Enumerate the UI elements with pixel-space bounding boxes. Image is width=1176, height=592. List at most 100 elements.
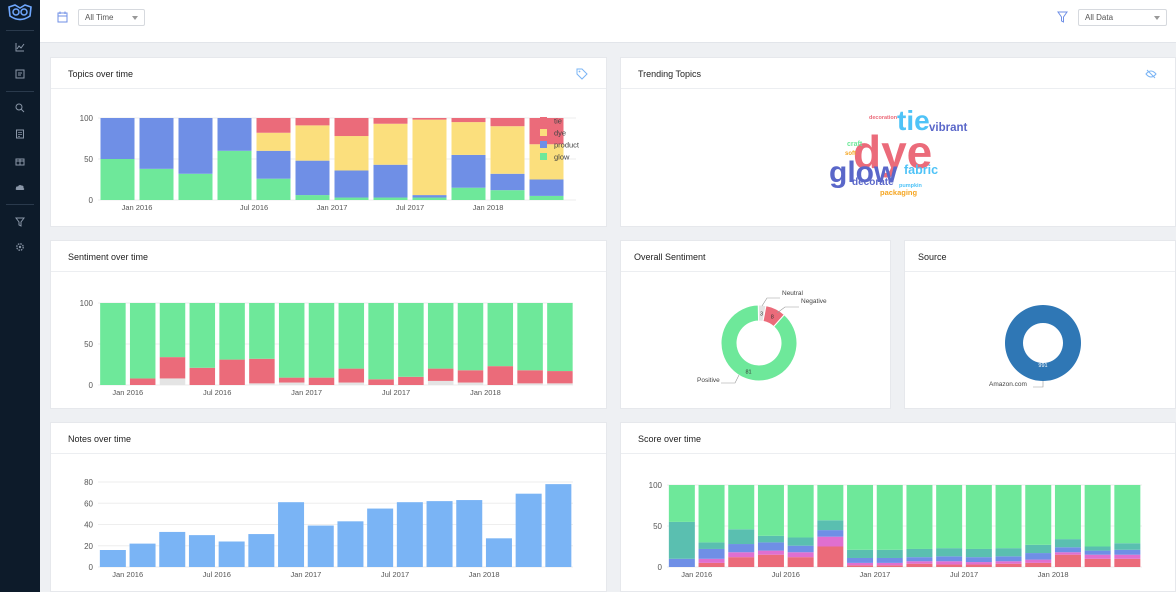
bar-segment bbox=[787, 485, 814, 538]
bar-segment bbox=[256, 118, 291, 133]
bar-segment bbox=[129, 303, 156, 379]
x-tick-label: Jan 2016 bbox=[122, 203, 153, 212]
legend-label: dye bbox=[554, 129, 566, 138]
x-tick-label: Jan 2016 bbox=[112, 570, 143, 579]
bar-segment bbox=[668, 558, 695, 567]
eye-off-icon[interactable] bbox=[1145, 68, 1157, 80]
bar-segment bbox=[698, 542, 725, 549]
notes-icon[interactable] bbox=[0, 124, 40, 144]
y-tick-label: 0 bbox=[658, 563, 663, 572]
card-header: Overall Sentiment bbox=[621, 241, 890, 272]
chart-line-icon[interactable] bbox=[0, 37, 40, 57]
y-tick-label: 0 bbox=[89, 196, 94, 205]
x-tick-label: Jan 2018 bbox=[470, 388, 501, 397]
slice-label: Neutral bbox=[782, 290, 804, 297]
bar-segment bbox=[728, 529, 755, 545]
gift-icon[interactable] bbox=[0, 151, 40, 171]
bar-segment bbox=[487, 366, 514, 385]
owl-logo-icon[interactable] bbox=[6, 4, 34, 22]
bar-segment bbox=[529, 179, 564, 196]
bar-segment bbox=[278, 382, 305, 385]
legend-label: tie bbox=[554, 117, 562, 126]
bar-segment bbox=[965, 485, 992, 549]
word-cloud-word: glow bbox=[829, 156, 898, 189]
bar-segment bbox=[139, 168, 174, 200]
bar-segment bbox=[334, 118, 369, 137]
funnel-icon[interactable] bbox=[0, 212, 40, 232]
bar-segment bbox=[338, 368, 365, 383]
legend-label: product bbox=[554, 141, 580, 150]
bar-segment bbox=[698, 562, 725, 567]
reports-icon[interactable] bbox=[0, 64, 40, 84]
bar-segment bbox=[308, 377, 335, 385]
bar-segment bbox=[995, 563, 1022, 567]
x-tick-label: Jul 2016 bbox=[772, 570, 800, 579]
cloud-icon[interactable] bbox=[0, 178, 40, 198]
bar-segment bbox=[334, 170, 369, 198]
bar-segment bbox=[1114, 485, 1141, 544]
card-header: Notes over time bbox=[51, 423, 606, 454]
bar-segment bbox=[295, 118, 330, 126]
legend-swatch bbox=[540, 153, 547, 160]
bar-segment bbox=[490, 126, 525, 174]
bar-segment bbox=[368, 303, 394, 380]
bar-segment bbox=[490, 190, 525, 200]
bar-segment bbox=[965, 564, 992, 567]
settings-icon[interactable] bbox=[0, 237, 40, 257]
bar bbox=[515, 493, 542, 567]
bar-segment bbox=[308, 303, 335, 378]
card-title: Sentiment over time bbox=[68, 252, 149, 262]
x-tick-label: Jan 2017 bbox=[317, 203, 348, 212]
bar-segment bbox=[278, 303, 305, 378]
bar bbox=[396, 502, 423, 567]
bar-segment bbox=[847, 557, 874, 563]
bar-segment bbox=[178, 173, 213, 200]
bar-segment bbox=[847, 485, 874, 550]
card-header: Trending Topics bbox=[621, 58, 1175, 89]
slice-value-label: 3 bbox=[760, 312, 763, 318]
bar-segment bbox=[517, 370, 543, 384]
bar-segment bbox=[876, 557, 903, 563]
data-filter-select[interactable]: All Data bbox=[1078, 9, 1167, 26]
tag-icon[interactable] bbox=[576, 68, 588, 80]
bar-segment bbox=[490, 173, 525, 191]
bar bbox=[337, 521, 364, 567]
x-tick-label: Jul 2016 bbox=[240, 203, 268, 212]
search-icon[interactable] bbox=[0, 98, 40, 118]
bar-segment bbox=[668, 521, 695, 559]
word-cloud-word: craft bbox=[847, 141, 863, 148]
bar-segment bbox=[256, 178, 291, 200]
label-leader bbox=[761, 297, 780, 307]
bar-segment bbox=[427, 368, 454, 381]
chevron-down-icon bbox=[132, 16, 138, 20]
bar-segment bbox=[936, 485, 963, 549]
bar-segment bbox=[159, 378, 186, 385]
bar-segment bbox=[398, 303, 424, 377]
bar-segment bbox=[547, 383, 573, 385]
notes-card: Notes over time 0 20 40 60 80 Jan 2016 Jul 201… bbox=[50, 422, 607, 592]
chevron-down-icon bbox=[1154, 16, 1160, 20]
date-range-select[interactable]: All Time bbox=[78, 9, 145, 26]
y-tick-label: 50 bbox=[84, 340, 93, 349]
bar-segment bbox=[1025, 562, 1052, 567]
data-filter-value: All Data bbox=[1085, 13, 1114, 22]
y-tick-label: 20 bbox=[84, 542, 93, 551]
card-header: Source bbox=[905, 241, 1175, 272]
bar-segment bbox=[457, 303, 484, 371]
bar-segment bbox=[487, 303, 514, 367]
bar-segment bbox=[219, 303, 245, 360]
bar-segment bbox=[219, 359, 245, 385]
overall-sentiment-card: Overall Sentiment 3 8 81 Neutral Negative Pos… bbox=[620, 240, 891, 409]
bar-segment bbox=[995, 485, 1022, 549]
bar-segment bbox=[817, 546, 844, 567]
bar-segment bbox=[427, 303, 454, 369]
bar-segment bbox=[1084, 546, 1111, 551]
x-tick-label: Jul 2016 bbox=[203, 570, 231, 579]
bar-segment bbox=[1084, 558, 1111, 567]
word-cloud-word: decorate bbox=[852, 177, 894, 188]
bar-segment bbox=[906, 557, 933, 562]
bar-segment bbox=[787, 545, 814, 553]
calendar-icon[interactable] bbox=[57, 11, 68, 23]
filter-icon[interactable] bbox=[1057, 11, 1068, 23]
